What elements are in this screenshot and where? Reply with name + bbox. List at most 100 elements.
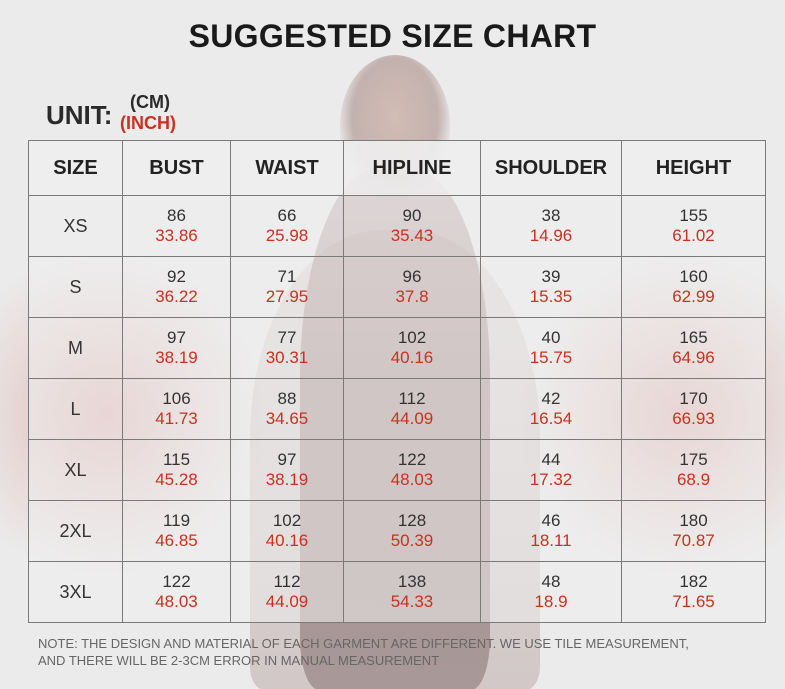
size-cell: XL (28, 439, 123, 501)
hipline-cell: 138 54.33 (343, 561, 481, 623)
header-waist: WAIST (230, 140, 344, 196)
unit-cm: (CM) (130, 92, 170, 112)
shoulder-cell: 40 15.75 (480, 317, 622, 379)
height-cell: 180 70.87 (621, 500, 766, 562)
bust-inch-value: 38.19 (155, 348, 198, 367)
hipline-cell: 122 48.03 (343, 439, 481, 501)
waist-cell: 102 40.16 (230, 500, 344, 562)
shoulder-cell: 44 17.32 (480, 439, 622, 501)
waist-inch-value: 38.19 (265, 470, 309, 489)
table-row: M 97 38.19 77 30.31 102 40.16 40 15.75 165 64.96 (28, 317, 766, 379)
waist-cell: 112 44.09 (230, 561, 344, 623)
hipline-cell: 90 35.43 (343, 195, 481, 257)
height-inch-value: 66.93 (672, 409, 715, 428)
size-cell: L (28, 378, 123, 440)
bust-cell: 106 41.73 (122, 378, 231, 440)
height-cell: 175 68.9 (621, 439, 766, 501)
waist-cm-value: 102 (272, 511, 302, 530)
shoulder-cm-value: 40 (541, 328, 561, 347)
height-inch-value: 71.65 (672, 592, 715, 611)
height-cell: 165 64.96 (621, 317, 766, 379)
table-row: 2XL 119 46.85 102 40.16 128 50.39 46 18.11 180 70.… (28, 500, 766, 562)
bust-cm-value: 97 (167, 328, 186, 347)
waist-cm-value: 77 (277, 328, 297, 347)
height-inch-value: 64.96 (672, 348, 715, 367)
table-row: 3XL 122 48.03 112 44.09 138 54.33 48 18.9 182 71.6… (28, 561, 766, 623)
waist-cell: 77 30.31 (230, 317, 344, 379)
height-inch-value: 61.02 (672, 226, 715, 245)
height-inch-value: 68.9 (676, 470, 711, 489)
hipline-cm-value: 96 (402, 267, 422, 286)
shoulder-cm-value: 44 (541, 450, 561, 469)
bust-inch-value: 33.86 (155, 226, 198, 245)
shoulder-cell: 39 15.35 (480, 256, 622, 318)
shoulder-cell: 38 14.96 (480, 195, 622, 257)
shoulder-inch-value: 14.96 (529, 226, 573, 245)
size-table: SIZE BUST WAIST HIPLINE SHOULDER HEIGHT … (28, 140, 766, 623)
hipline-cm-value: 138 (397, 572, 427, 591)
size-cell: M (28, 317, 123, 379)
shoulder-cell: 42 16.54 (480, 378, 622, 440)
shoulder-cell: 48 18.9 (480, 561, 622, 623)
table-body: XS 86 33.86 66 25.98 90 35.43 38 14.96 155 61.02 S 9… (28, 195, 766, 623)
shoulder-cm-value: 48 (541, 572, 561, 591)
waist-cm-value: 71 (277, 267, 297, 286)
height-cm-value: 170 (679, 389, 708, 408)
bust-cell: 115 45.28 (122, 439, 231, 501)
unit-label: UNIT: (46, 100, 113, 130)
unit-inch: (INCH) (120, 113, 176, 133)
bust-inch-value: 36.22 (155, 287, 198, 306)
table-row: XL 115 45.28 97 38.19 122 48.03 44 17.32 175 68.9 (28, 439, 766, 501)
waist-inch-value: 34.65 (265, 409, 309, 428)
size-cell: 3XL (28, 561, 123, 623)
shoulder-inch-value: 15.75 (529, 348, 573, 367)
note-line-2: AND THERE WILL BE 2-3CM ERROR IN MANUAL … (38, 653, 440, 668)
hipline-inch-value: 44.09 (390, 409, 434, 428)
bust-cell: 119 46.85 (122, 500, 231, 562)
height-cm-value: 182 (679, 572, 708, 591)
waist-cm-value: 66 (277, 206, 297, 225)
hipline-cm-value: 128 (397, 511, 427, 530)
waist-cell: 66 25.98 (230, 195, 344, 257)
hipline-inch-value: 40.16 (390, 348, 434, 367)
size-cell: S (28, 256, 123, 318)
page-title: SUGGESTED SIZE CHART (188, 18, 597, 54)
waist-cell: 71 27.95 (230, 256, 344, 318)
hipline-inch-value: 37.8 (395, 287, 429, 306)
height-inch-value: 70.87 (672, 531, 715, 550)
note-line-1: NOTE: THE DESIGN AND MATERIAL OF EACH GA… (38, 636, 689, 651)
table-row: XS 86 33.86 66 25.98 90 35.43 38 14.96 155 61.02 (28, 195, 766, 257)
shoulder-cm-value: 39 (541, 267, 561, 286)
hipline-cell: 112 44.09 (343, 378, 481, 440)
hipline-inch-value: 50.39 (390, 531, 434, 550)
bust-cell: 92 36.22 (122, 256, 231, 318)
bust-inch-value: 45.28 (155, 470, 198, 489)
bust-cell: 86 33.86 (122, 195, 231, 257)
header-hipline: HIPLINE (343, 140, 481, 196)
waist-cm-value: 97 (277, 450, 297, 469)
height-cm-value: 175 (679, 450, 708, 469)
bust-cm-value: 92 (167, 267, 186, 286)
waist-cell: 97 38.19 (230, 439, 344, 501)
measurement-note: NOTE: THE DESIGN AND MATERIAL OF EACH GA… (38, 635, 758, 669)
height-cm-value: 165 (679, 328, 708, 347)
height-cell: 182 71.65 (621, 561, 766, 623)
hipline-cell: 96 37.8 (343, 256, 481, 318)
size-cell: XS (28, 195, 123, 257)
waist-cm-value: 112 (273, 572, 301, 591)
hipline-cell: 102 40.16 (343, 317, 481, 379)
header-shoulder: SHOULDER (480, 140, 622, 196)
hipline-cm-value: 122 (397, 450, 427, 469)
hipline-cm-value: 90 (402, 206, 422, 225)
bust-cm-value: 122 (162, 572, 191, 591)
size-cell: 2XL (28, 500, 123, 562)
hipline-cm-value: 112 (398, 389, 426, 408)
height-inch-value: 62.99 (672, 287, 715, 306)
bust-cm-value: 119 (162, 511, 191, 530)
table-header-row: SIZE BUST WAIST HIPLINE SHOULDER HEIGHT (28, 140, 766, 196)
height-cell: 155 61.02 (621, 195, 766, 257)
shoulder-inch-value: 15.35 (529, 287, 573, 306)
waist-inch-value: 44.09 (265, 592, 309, 611)
waist-cell: 88 34.65 (230, 378, 344, 440)
